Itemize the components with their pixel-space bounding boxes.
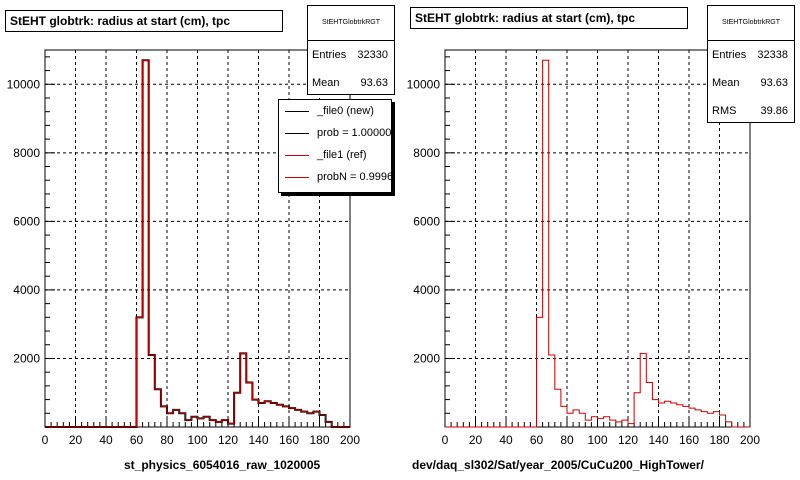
right-stats-rms-row: RMS 39.86 <box>708 97 794 125</box>
left-histogram-title: StEHT globtrk: radius at start (cm), tpc <box>5 10 283 32</box>
x-tick-label-5: 100 <box>187 433 207 447</box>
x-tick-label-4: 80 <box>560 433 574 447</box>
left-x-axis-title: st_physics_6054016_raw_1020005 <box>124 458 321 472</box>
left-legend: _file0 (new) prob = 1.000000 _file1 (ref… <box>278 99 392 193</box>
left-stats-mean-value: 93.63 <box>360 77 388 89</box>
y-tick-label-4: 10000 <box>407 77 441 91</box>
y-tick-label-2: 6000 <box>413 214 440 228</box>
legend-entry-file1: _file1 (ref) <box>279 144 391 166</box>
histogram-series-1 <box>45 59 350 428</box>
left-stats-name: StEHTGlobtrkRGT <box>308 6 394 41</box>
legend-line-file0 <box>285 111 309 112</box>
x-tick-label-7: 140 <box>648 433 668 447</box>
legend-text-probn: probN = 0.999680 <box>317 171 392 183</box>
y-tick-label-3: 8000 <box>413 146 440 160</box>
legend-line-file1 <box>285 155 309 156</box>
x-tick-label-3: 60 <box>530 433 544 447</box>
x-tick-label-5: 100 <box>587 433 607 447</box>
right-histogram-plot: 0 20 40 60 80 100 120 140 160 180 200 2000 4000 6000 8… <box>407 49 760 447</box>
legend-text-file0: _file0 (new) <box>317 105 374 117</box>
x-tick-label-0: 0 <box>442 433 449 447</box>
x-tick-label-8: 160 <box>679 433 699 447</box>
x-tick-label-7: 140 <box>248 433 268 447</box>
x-tick-label-1: 20 <box>69 433 83 447</box>
right-x-axis-title: dev/daq_sl302/Sat/year_2005/CuCu200_High… <box>412 458 704 472</box>
left-stats-mean-row: Mean 93.63 <box>308 69 394 97</box>
right-stats-mean-row: Mean 93.63 <box>708 69 794 97</box>
left-stats-box: StEHTGlobtrkRGT Entries 32330 Mean 93.63 <box>307 5 395 95</box>
right-stats-entries-value: 32338 <box>757 49 788 61</box>
y-tick-label-0: 2000 <box>13 351 40 365</box>
y-tick-label-2: 6000 <box>13 214 40 228</box>
y-tick-label-3: 8000 <box>13 146 40 160</box>
right-stats-entries-row: Entries 32338 <box>708 41 794 69</box>
right-stats-mean-value: 93.63 <box>760 77 788 89</box>
legend-text-prob: prob = 1.000000 <box>317 127 392 139</box>
histogram-series-0 <box>445 59 750 428</box>
x-tick-label-9: 180 <box>709 433 729 447</box>
left-stats-entries-label: Entries <box>312 49 347 61</box>
right-stats-box: StEHTGlobtrkRGT Entries 32338 Mean 93.63… <box>707 5 795 123</box>
x-tick-label-9: 180 <box>309 433 329 447</box>
left-histogram-panel: 0 20 40 60 80 100 120 140 160 180 200 2000 4000 6000 8… <box>5 5 395 472</box>
right-histogram-title: StEHT globtrk: radius at start (cm), tpc <box>410 7 688 29</box>
x-tick-label-2: 40 <box>499 433 513 447</box>
right-histogram-panel: 0 20 40 60 80 100 120 140 160 180 200 2000 4000 6000 8… <box>400 0 800 480</box>
legend-line-probn <box>285 177 309 178</box>
right-stats-name: StEHTGlobtrkRGT <box>708 6 794 41</box>
x-tick-label-10: 200 <box>740 433 760 447</box>
y-tick-label-4: 10000 <box>7 77 41 91</box>
right-stats-rms-label: RMS <box>712 105 737 117</box>
left-stats-mean-label: Mean <box>312 77 340 89</box>
legend-text-file1: _file1 (ref) <box>317 149 367 161</box>
y-tick-label-1: 4000 <box>13 283 40 297</box>
left-stats-entries-value: 32330 <box>357 49 388 61</box>
x-tick-label-3: 60 <box>130 433 144 447</box>
legend-entry-file0: _file0 (new) <box>279 100 391 122</box>
x-tick-label-6: 120 <box>618 433 638 447</box>
right-stats-rms-value: 39.86 <box>760 105 788 117</box>
x-tick-label-2: 40 <box>99 433 113 447</box>
x-tick-label-8: 160 <box>279 433 299 447</box>
right-stats-entries-label: Entries <box>712 49 747 61</box>
x-tick-label-1: 20 <box>469 433 483 447</box>
x-tick-label-6: 120 <box>218 433 238 447</box>
legend-line-prob <box>285 133 309 134</box>
left-stats-entries-row: Entries 32330 <box>308 41 394 69</box>
x-tick-label-4: 80 <box>160 433 174 447</box>
y-tick-label-1: 4000 <box>413 283 440 297</box>
x-tick-label-10: 200 <box>340 433 360 447</box>
x-tick-label-0: 0 <box>42 433 49 447</box>
right-stats-mean-label: Mean <box>712 77 740 89</box>
legend-entry-prob: prob = 1.000000 <box>279 122 391 144</box>
legend-entry-probn: probN = 0.999680 <box>279 166 391 188</box>
left-histogram-plot: 0 20 40 60 80 100 120 140 160 180 200 2000 4000 6000 8… <box>7 49 360 447</box>
y-tick-label-0: 2000 <box>413 351 440 365</box>
